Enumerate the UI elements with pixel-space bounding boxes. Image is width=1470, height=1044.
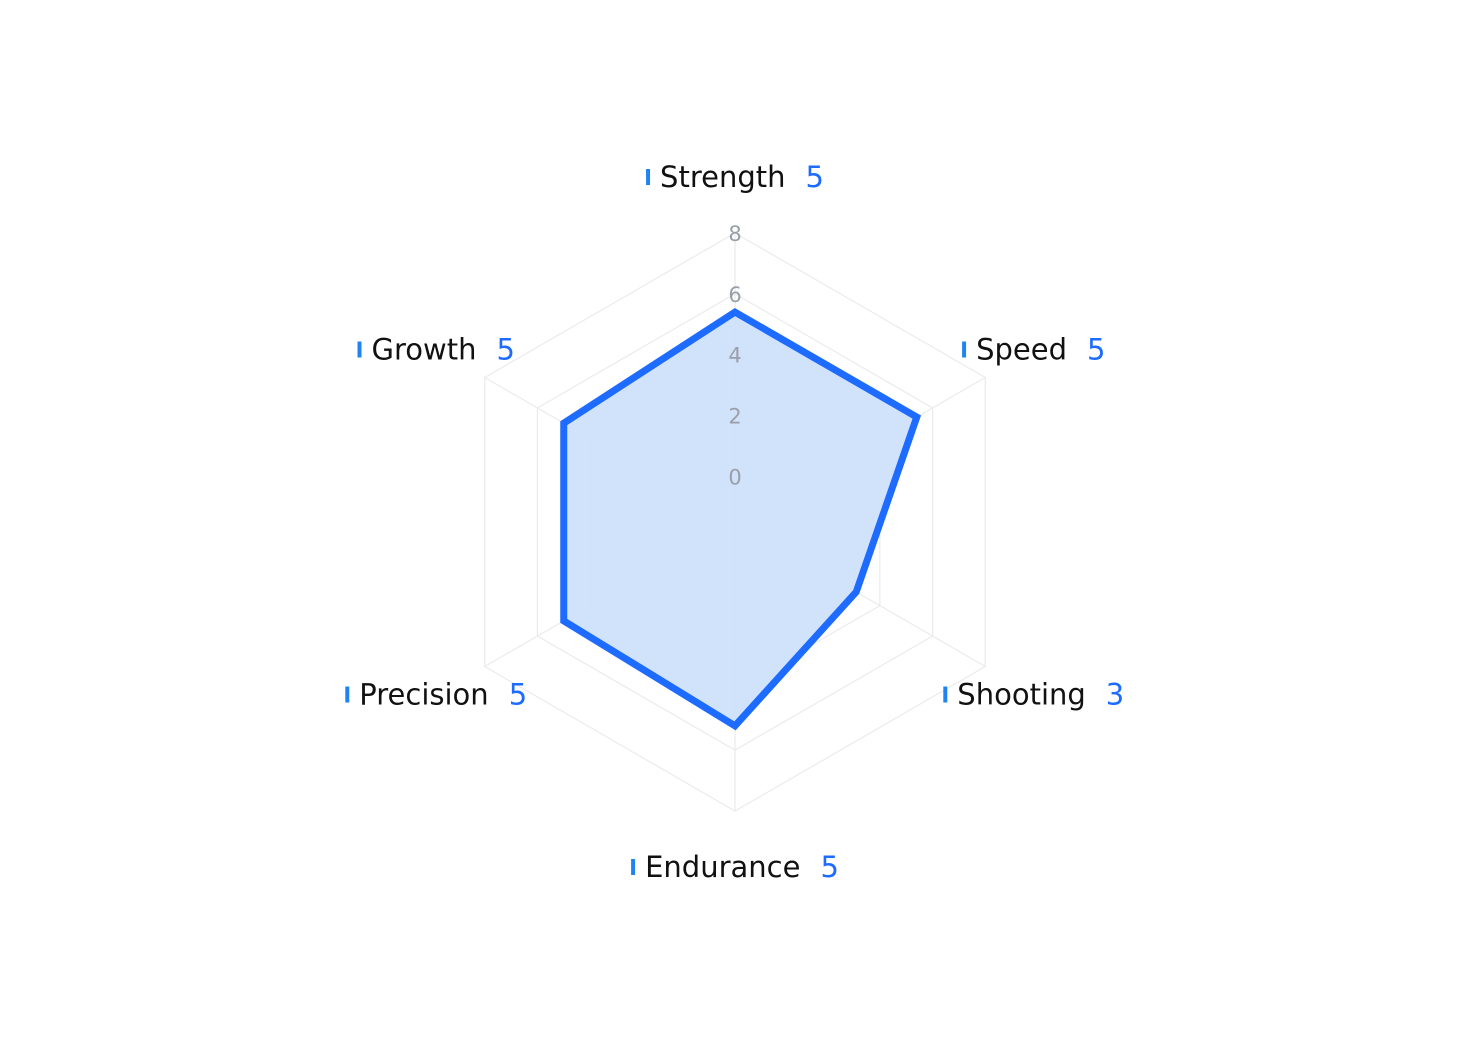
tick-label-8: 8 bbox=[728, 222, 741, 246]
radial-tick-labels: 0 2 4 6 8 bbox=[728, 222, 741, 489]
axis-label-value: 3 bbox=[1106, 678, 1124, 712]
axis-label-name: Endurance bbox=[645, 850, 800, 884]
axis-label-name: Speed bbox=[976, 333, 1067, 367]
axis-label-endurance: Endurance 5 bbox=[631, 850, 839, 884]
axis-label-speed: Speed 5 bbox=[962, 333, 1105, 367]
axis-label-growth: Growth 5 bbox=[357, 333, 515, 367]
axis-label-value: 5 bbox=[820, 850, 838, 884]
axis-label-name: Strength bbox=[660, 160, 785, 194]
axis-label-value: 5 bbox=[1087, 333, 1105, 367]
axis-label-name: Precision bbox=[359, 678, 488, 712]
axis-label-value: 5 bbox=[806, 160, 824, 194]
axis-label-value: 5 bbox=[509, 678, 527, 712]
axis-marker bbox=[631, 859, 636, 875]
axis-label-name: Shooting bbox=[957, 678, 1086, 712]
tick-label-0: 0 bbox=[728, 465, 741, 489]
series-area bbox=[560, 307, 922, 731]
axis-marker bbox=[943, 686, 948, 703]
tick-label-4: 4 bbox=[728, 344, 741, 368]
axis-label-precision: Precision 5 bbox=[345, 678, 527, 712]
tick-label-6: 6 bbox=[728, 283, 741, 307]
axis-label-value: 5 bbox=[496, 333, 514, 367]
axis-marker bbox=[345, 686, 350, 703]
axis-label-strength: Strength 5 bbox=[646, 160, 824, 194]
axis-label-name: Growth bbox=[372, 333, 477, 367]
axis-marker bbox=[357, 341, 362, 358]
axis-label-shooting: Shooting 3 bbox=[943, 678, 1124, 712]
radar-series bbox=[560, 307, 922, 731]
axis-marker bbox=[646, 169, 651, 185]
tick-label-2: 2 bbox=[728, 405, 741, 429]
axis-marker bbox=[962, 341, 967, 358]
